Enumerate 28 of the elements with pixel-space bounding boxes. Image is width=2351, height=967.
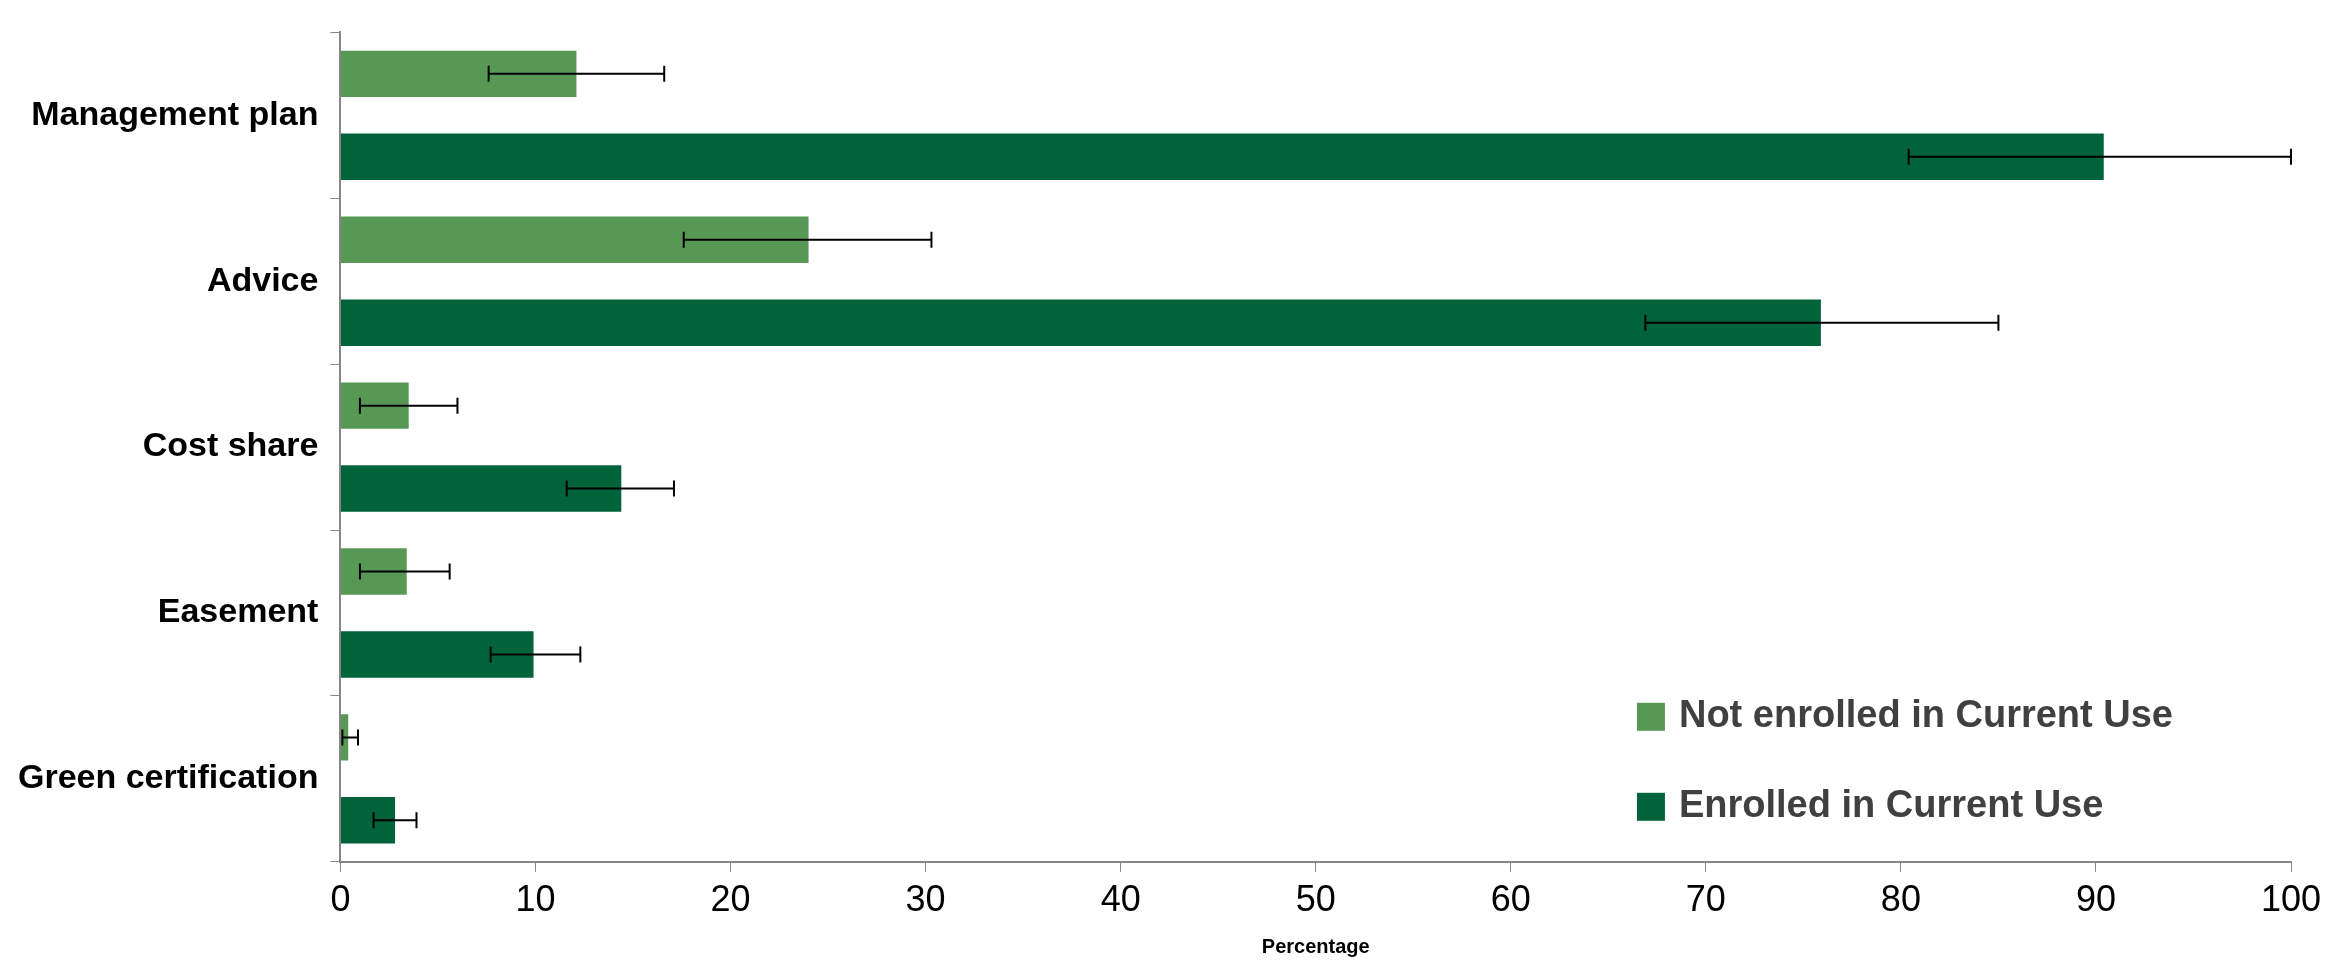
x-axis-title: Percentage xyxy=(1261,934,1370,957)
x-tick-label: 70 xyxy=(1685,878,1726,920)
bar xyxy=(340,548,407,595)
x-tick-label: 60 xyxy=(1490,878,1531,920)
bar xyxy=(340,133,2104,181)
bar xyxy=(340,299,1821,346)
bar xyxy=(340,382,409,429)
y-tick-label: Cost share xyxy=(142,425,319,464)
bar xyxy=(340,631,534,678)
x-tick-label: 30 xyxy=(905,878,946,920)
y-tick-label: Easement xyxy=(157,591,319,630)
x-tick-label: 0 xyxy=(330,878,351,920)
bar xyxy=(340,50,577,98)
x-tick-label: 80 xyxy=(1880,878,1921,920)
bar xyxy=(340,216,809,263)
bar xyxy=(340,797,396,844)
bar xyxy=(340,465,622,512)
y-tick-label: Management plan xyxy=(31,93,319,132)
x-tick-label: 100 xyxy=(2260,878,2322,920)
x-tick-label: 40 xyxy=(1100,878,1141,920)
x-tick-label: 90 xyxy=(2075,878,2116,920)
legend-label: Enrolled in Current Use xyxy=(1678,783,2104,826)
x-tick-label: 20 xyxy=(710,878,751,920)
y-tick-label: Green certification xyxy=(18,757,319,796)
legend-label: Not enrolled in Current Use xyxy=(1678,693,2174,736)
x-tick-label: 10 xyxy=(515,878,556,920)
y-tick-label: Advice xyxy=(206,259,319,298)
x-tick-label: 50 xyxy=(1295,878,1336,920)
